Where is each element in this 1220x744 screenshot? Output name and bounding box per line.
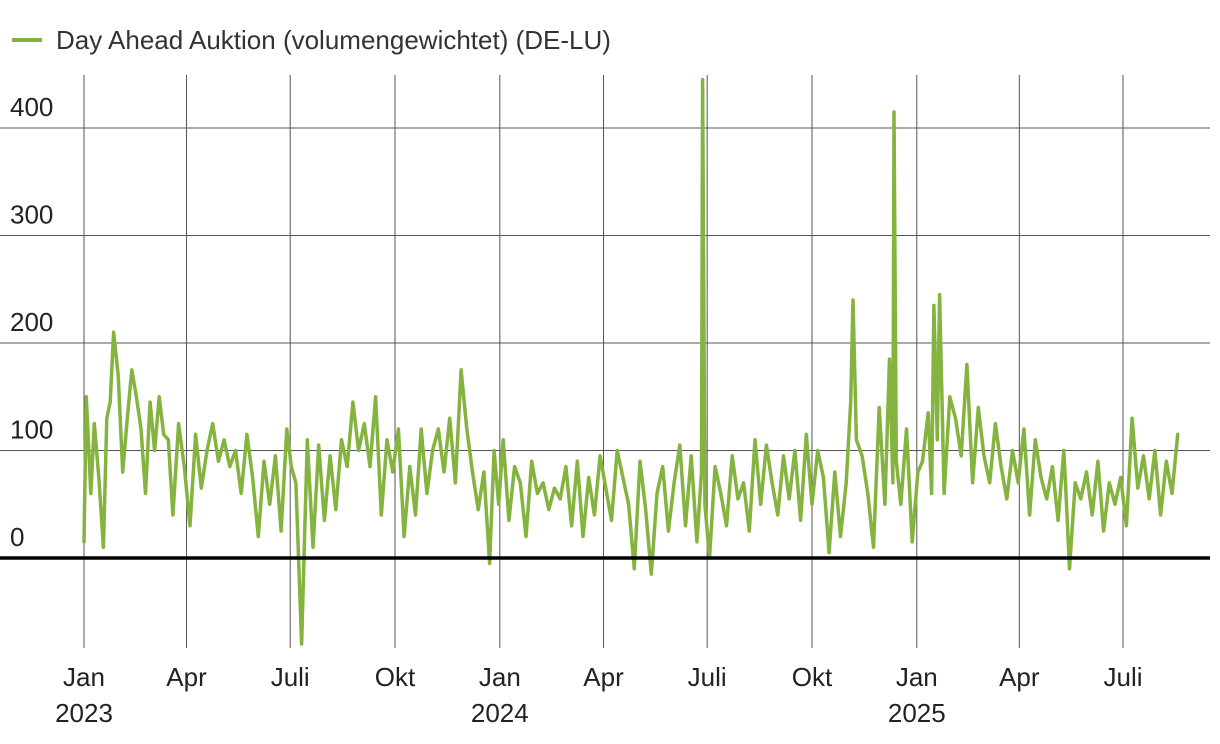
x-tick-label-4: Jan <box>479 662 521 692</box>
y-tick-label-100: 100 <box>10 415 53 445</box>
x-tick-label-0: Jan <box>63 662 105 692</box>
series-layer <box>82 77 1180 646</box>
legend-label: Day Ahead Auktion (volumengewichtet) (DE… <box>56 25 611 55</box>
y-tick-label-200: 200 <box>10 307 53 337</box>
x-tick-label-6: Juli <box>688 662 727 692</box>
x-tick-label-5: Apr <box>583 662 624 692</box>
x-tick-year-8: 2025 <box>888 698 946 728</box>
y-tick-label-400: 400 <box>10 92 53 122</box>
x-tick-label-2: Juli <box>271 662 310 692</box>
x-tick-label-10: Juli <box>1103 662 1142 692</box>
x-tick-label-8: Jan <box>896 662 938 692</box>
x-tick-label-9: Apr <box>999 662 1040 692</box>
x-tick-year-0: 2023 <box>55 698 113 728</box>
y-tick-label-300: 300 <box>10 200 53 230</box>
x-tick-label-1: Apr <box>166 662 207 692</box>
x-tick-label-3: Okt <box>375 662 416 692</box>
x-tick-label-7: Okt <box>792 662 833 692</box>
x-tick-year-4: 2024 <box>471 698 529 728</box>
y-tick-label-0: 0 <box>10 522 24 552</box>
gridlines <box>0 75 1210 648</box>
legend: Day Ahead Auktion (volumengewichtet) (DE… <box>12 25 611 55</box>
tick-labels: 0 100 200 300 400 Jan 2023 Apr Juli Okt Jan 2024 Apr… <box>10 92 1143 728</box>
series-line-0 <box>82 77 1180 646</box>
